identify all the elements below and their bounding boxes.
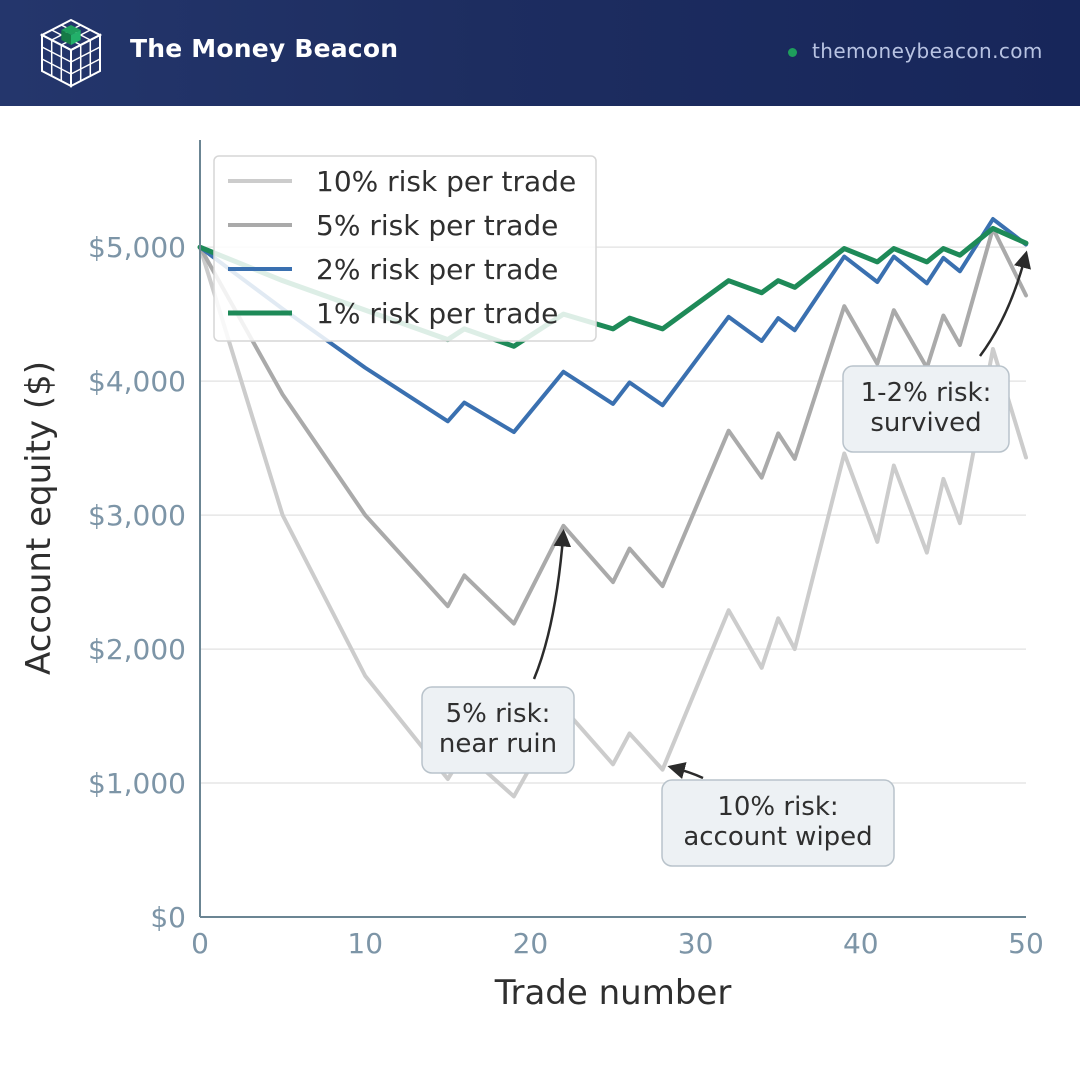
y-tick-label: $5,000 (88, 231, 186, 264)
y-tick-label: $2,000 (88, 633, 186, 666)
legend-label: 5% risk per trade (316, 209, 558, 242)
y-axis-title: Account equity ($) (19, 361, 59, 675)
x-tick-label: 40 (843, 927, 879, 960)
brand-name: The Money Beacon (130, 34, 399, 63)
annotation-arrow (667, 762, 704, 780)
x-tick-label: 30 (678, 927, 714, 960)
x-tick-label: 0 (191, 927, 209, 960)
green-dot-icon (788, 48, 797, 57)
y-tick-label: $0 (150, 901, 186, 934)
equity-line-chart: $0 $1,000 $2,000 $3,000 $4,000 $5,000 0 10 20 30 4… (19, 140, 1044, 1013)
series-line-3 (198, 217, 1028, 435)
cube-grid-logo-icon (39, 18, 103, 88)
legend-label: 1% risk per trade (316, 297, 558, 330)
x-tick-label: 10 (347, 927, 383, 960)
annotation-text: 10% risk: (717, 792, 838, 822)
annotations: 5% risk:near ruin 10% risk:account wiped 1… (421, 250, 1031, 867)
legend-box (213, 155, 597, 342)
annotation-arrow (978, 250, 1031, 357)
y-tick-label: $3,000 (88, 499, 186, 532)
y-tick-label: $1,000 (88, 767, 186, 800)
annotation-text: 5% risk: (446, 699, 551, 729)
annotation-text: near ruin (439, 729, 557, 759)
x-axis-title: Trade number (494, 973, 732, 1013)
annotation-text: 1-2% risk: (861, 378, 992, 408)
legend: 10% risk per trade 5% risk per trade 2% ri… (213, 155, 597, 342)
y-tick-label: $4,000 (88, 365, 186, 398)
annotation-box (842, 365, 1010, 453)
x-tick-label: 50 (1008, 927, 1044, 960)
annotation-text: account wiped (683, 822, 872, 852)
annotation-arrow (532, 529, 572, 680)
series-line-2 (198, 226, 1028, 626)
annotation-text: survived (870, 408, 981, 438)
annotation-box (421, 686, 575, 774)
annotation-box (661, 779, 895, 867)
legend-label: 10% risk per trade (316, 165, 576, 198)
legend-label: 2% risk per trade (316, 253, 558, 286)
header-bar: The Money Beacon themoneybeacon.com (0, 0, 1080, 106)
site-url[interactable]: themoneybeacon.com (812, 39, 1043, 63)
x-tick-label: 20 (513, 927, 549, 960)
axes: $0 $1,000 $2,000 $3,000 $4,000 $5,000 0 10 20 30 4… (19, 140, 1044, 1013)
